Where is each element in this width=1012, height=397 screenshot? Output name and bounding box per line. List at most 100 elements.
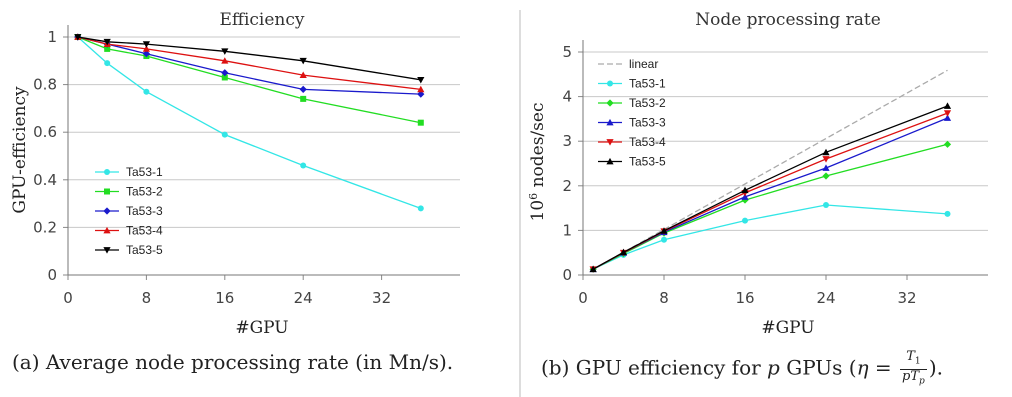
legend-marker [606,118,614,126]
legend-label: Ta53-3 [126,204,163,218]
data-point [142,45,150,52]
legend-marker [103,226,111,234]
data-point [299,71,307,78]
denominator-subscript: p [919,376,925,387]
x-tick-label: 24 [294,289,313,307]
series-line [77,36,421,81]
series-line [77,36,422,210]
tick-labels: 0 1 2 3 4 5 0 8 16 24 32 [562,43,916,307]
legend-label: Ta53-1 [629,77,666,91]
x-axis-label: #GPU [761,318,814,338]
legend-label: Ta53-5 [126,243,163,257]
y-tick-label: 1 [562,221,572,239]
data-point [944,210,951,217]
caption-a-suffix: ). [439,350,454,374]
caption-b-fraction: T1 pTp [900,350,927,388]
data-point [221,57,229,64]
y-tick-label: 0 [562,266,572,284]
data-point [943,110,952,117]
data-point [104,45,111,52]
fraction-denominator: pTp [900,370,927,389]
caption-b: (b) GPU efficiency for p GPUs (η = T1 pTp… [541,350,943,388]
tick-labels: 0 0.2 0.4 0.6 0.8 1 0 8 16 24 32 [33,28,391,307]
data-point [742,217,748,224]
legend-label: Ta53-5 [629,155,666,169]
caption-b-var: p [767,355,780,380]
data-point [142,50,150,58]
data-point [943,140,952,148]
data-point [741,186,749,194]
data-point [143,88,150,95]
data-point [741,193,749,200]
legend: Ta53-1 Ta53-2 Ta53-3 Ta53-4 Ta53-5 [95,165,163,257]
legend-label: Ta53-1 [126,165,163,179]
data-point [221,69,229,77]
legend-marker [607,80,613,87]
caption-b-eq: = [868,355,899,380]
legend-marker [606,139,614,146]
node-rate-chart: Node processing rate 106 nodes/sec #GPU … [527,10,988,338]
data-point [221,74,228,81]
data-point [417,119,424,126]
x-axis-label: #GPU [235,318,288,338]
caption-b-eta: η [856,355,869,380]
numerator-subscript: 1 [914,356,921,367]
series-layer [589,69,952,273]
series-line [592,204,948,270]
x-tick-label: 16 [735,289,754,307]
series-layer [74,33,425,212]
y-axis-label-base: 10 [528,200,548,222]
y-tick-label: 5 [562,43,572,61]
data-point [221,131,228,138]
y-tick-label: 0.6 [33,123,57,141]
y-tick-label: 0 [47,266,57,284]
data-point [822,164,830,171]
y-tick-label: 2 [562,177,572,195]
y-axis-label-rest: nodes/sec [528,103,548,193]
y-axis-label: GPU-efficiency [10,86,30,214]
legend-marker [103,247,111,254]
data-point [142,41,150,48]
data-point [299,85,307,93]
data-point [417,76,425,84]
caption-a-prefix: (a) Average node processing rate (in [12,350,389,374]
data-point [300,95,307,102]
numerator-text: T [906,349,915,364]
x-tick-label: 0 [578,289,588,307]
data-point [300,162,307,169]
legend-marker [103,207,111,215]
data-point [943,102,952,109]
y-tick-label: 0.8 [33,76,57,94]
data-point [822,148,830,156]
data-point [589,265,597,273]
data-point [417,85,425,93]
legend-label: Ta53-4 [629,135,666,149]
series-line [592,105,948,270]
gridlines [583,51,988,231]
caption-b-middle: GPUs ( [779,355,857,380]
legend-marker [104,188,110,195]
legend-label: Ta53-4 [126,224,163,238]
caption-b-suffix: ). [928,355,943,380]
x-tick-label: 16 [215,289,234,307]
data-point [417,205,424,212]
legend-marker [104,169,110,175]
x-tick-label: 24 [816,289,835,307]
y-tick-label: 3 [562,132,572,150]
data-point [943,114,952,121]
y-tick-label: 4 [562,88,572,106]
legend-marker [606,99,614,107]
legend-label: Ta53-3 [629,116,666,130]
series-line [592,143,948,270]
data-point [660,227,668,234]
y-axis-label: 106 nodes/sec [527,103,549,222]
legend: linear Ta53-1 Ta53-2 Ta53-3 Ta53-4 Ta53-5 [598,57,666,169]
caption-b-prefix: (b) GPU efficiency for [541,355,768,380]
x-tick-label: 0 [63,289,73,307]
data-point [74,34,82,41]
data-point [661,236,667,243]
legend-label: linear [629,57,658,71]
data-point [104,60,111,67]
x-tick-label: 8 [142,289,152,307]
